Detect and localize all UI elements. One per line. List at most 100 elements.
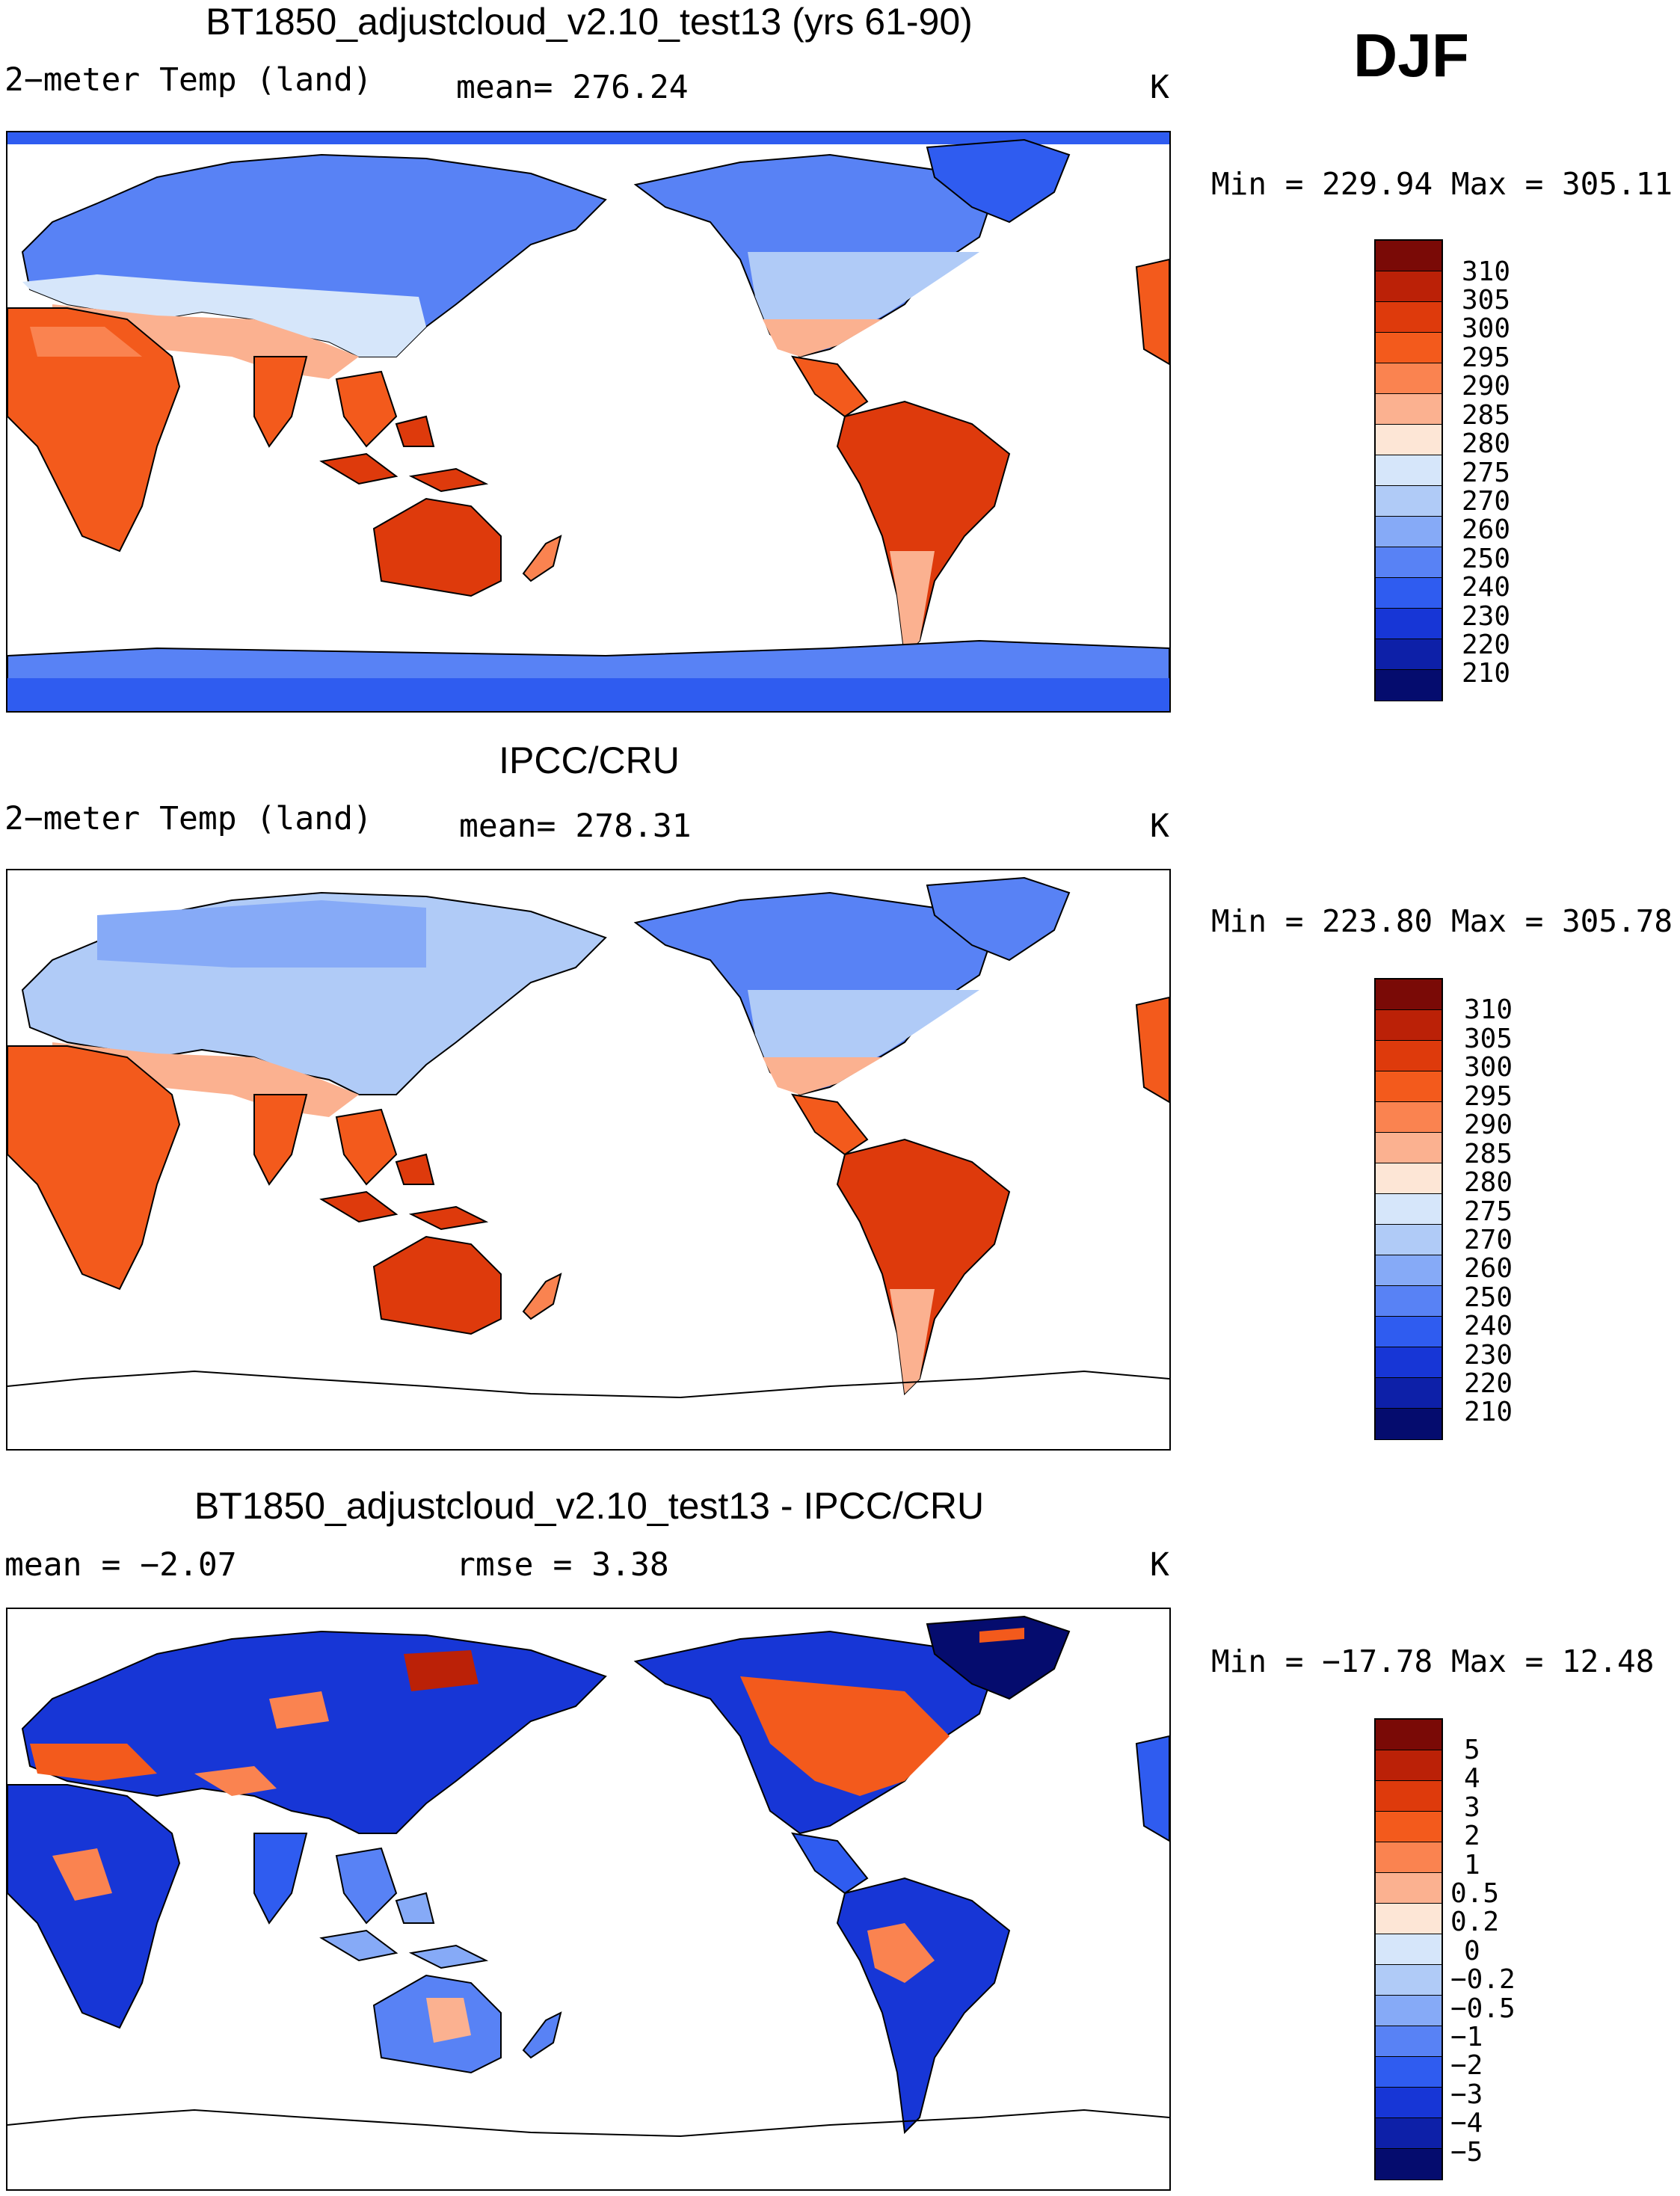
colorbar-cell	[1376, 1781, 1441, 1812]
colorbar-cell	[1376, 1409, 1441, 1439]
colorbar-cell	[1376, 486, 1441, 517]
colorbar-cell	[1376, 2026, 1441, 2057]
panel-2-map	[6, 869, 1171, 1451]
colorbar-label: 290	[1464, 1110, 1513, 1140]
colorbar-cell	[1376, 1996, 1441, 2026]
colorbar-label: −0.2	[1450, 1964, 1516, 1995]
south-america-land	[836, 1877, 1011, 2135]
colorbar-cell	[1376, 1286, 1441, 1317]
panel-1-title: BT1850_adjustcloud_v2.10_test13 (yrs 61-…	[206, 1, 973, 43]
greenland-land	[926, 876, 1071, 962]
colorbar-label: 230	[1464, 1340, 1513, 1371]
colorbar-cell	[1376, 1347, 1441, 1378]
colorbar-label: 3	[1464, 1792, 1480, 1823]
colorbar-cell	[1376, 1102, 1441, 1133]
colorbar-label: 290	[1462, 371, 1511, 402]
colorbar-cell	[1376, 979, 1441, 1010]
colorbar-label: 260	[1462, 514, 1511, 545]
colorbar-cell	[1376, 333, 1441, 363]
colorbar-cell	[1376, 425, 1441, 455]
colorbar-label: 210	[1464, 1397, 1513, 1427]
colorbar-cell	[1376, 1133, 1441, 1163]
colorbar-label: 2	[1464, 1821, 1480, 1851]
colorbar-cell	[1376, 547, 1441, 578]
colorbar-label: 210	[1462, 658, 1511, 689]
colorbar-label: 220	[1464, 1368, 1513, 1399]
colorbar-cell	[1376, 1378, 1441, 1409]
panel-1-units: K	[1150, 69, 1169, 106]
colorbar-label: 305	[1462, 285, 1511, 316]
india-land	[253, 1833, 308, 1925]
colorbar-label: −3	[1450, 2079, 1483, 2110]
colorbar-label: 0	[1464, 1936, 1480, 1966]
colorbar-label: −1	[1450, 2022, 1483, 2052]
panel-1-colorbar	[1374, 239, 1443, 701]
colorbar-cell	[1376, 1255, 1441, 1286]
colorbar-label: 275	[1462, 458, 1511, 488]
colorbar-cell	[1376, 670, 1441, 701]
colorbar-label: 250	[1464, 1282, 1513, 1313]
panel-2-units: K	[1150, 808, 1169, 845]
colorbar-label: −4	[1450, 2108, 1483, 2138]
colorbar-cell	[1376, 2057, 1441, 2088]
colorbar-cell	[1376, 394, 1441, 425]
colorbar-cell	[1376, 1934, 1441, 1965]
colorbar-cell	[1376, 517, 1441, 547]
colorbar-label: 275	[1464, 1196, 1513, 1227]
colorbar-label: −0.5	[1450, 1993, 1516, 2024]
colorbar-label: 270	[1462, 486, 1511, 517]
colorbar-cell	[1376, 1194, 1441, 1225]
panel-2-variable: 2−meter Temp (land)	[4, 800, 372, 837]
colorbar-cell	[1376, 1812, 1441, 1842]
colorbar-label: 4	[1464, 1763, 1480, 1794]
colorbar-label: 285	[1464, 1139, 1513, 1169]
colorbar-cell	[1376, 363, 1441, 394]
colorbar-label: 0.5	[1450, 1878, 1500, 1909]
greenland-land	[926, 138, 1071, 224]
season-label: DJF	[1353, 22, 1469, 90]
colorbar-label: 300	[1464, 1052, 1513, 1083]
colorbar-label: 280	[1462, 428, 1511, 459]
colorbar-cell	[1376, 1163, 1441, 1194]
colorbar-label: 310	[1462, 256, 1511, 287]
colorbar-label: 270	[1464, 1225, 1513, 1255]
colorbar-cell	[1376, 1965, 1441, 1996]
panel-2-colorbar	[1374, 978, 1443, 1440]
colorbar-cell	[1376, 639, 1441, 670]
colorbar-label: 295	[1464, 1081, 1513, 1112]
colorbar-cell	[1376, 1842, 1441, 1873]
africa-land	[7, 307, 181, 553]
colorbar-cell	[1376, 455, 1441, 486]
panel-1-mean: mean= 276.24	[456, 69, 689, 106]
colorbar-cell	[1376, 302, 1441, 333]
australia-land	[372, 1235, 502, 1335]
india-land	[253, 1094, 308, 1186]
panel-2-title: IPCC/CRU	[499, 739, 680, 781]
colorbar-cell	[1376, 578, 1441, 609]
colorbar-label: 305	[1464, 1024, 1513, 1054]
colorbar-label: 285	[1462, 400, 1511, 431]
south-america-land	[836, 1138, 1011, 1396]
colorbar-label: 280	[1464, 1167, 1513, 1198]
panel-3-units: K	[1150, 1546, 1169, 1584]
colorbar-cell	[1376, 2088, 1441, 2118]
colorbar-label: 230	[1462, 601, 1511, 632]
colorbar-cell	[1376, 1720, 1441, 1750]
colorbar-cell	[1376, 2149, 1441, 2180]
panel-3-minmax: Min = −17.78 Max = 12.48	[1211, 1643, 1655, 1679]
antarctica-outline	[7, 2109, 1169, 2138]
colorbar-label: 5	[1464, 1735, 1480, 1765]
colorbar-cell	[1376, 1904, 1441, 1934]
colorbar-cell	[1376, 1750, 1441, 1781]
colorbar-label: 250	[1462, 544, 1511, 574]
colorbar-label: 240	[1464, 1311, 1513, 1341]
colorbar-label: 0.2	[1450, 1907, 1500, 1937]
india-land	[253, 356, 308, 448]
africa-land	[7, 1784, 181, 2029]
colorbar-cell	[1376, 241, 1441, 271]
panel-3-colorbar	[1374, 1718, 1443, 2180]
colorbar-cell	[1376, 1225, 1441, 1255]
panel-1-map	[6, 131, 1171, 713]
panel-1-variable: 2−meter Temp (land)	[4, 61, 372, 99]
australia-land	[372, 497, 502, 597]
